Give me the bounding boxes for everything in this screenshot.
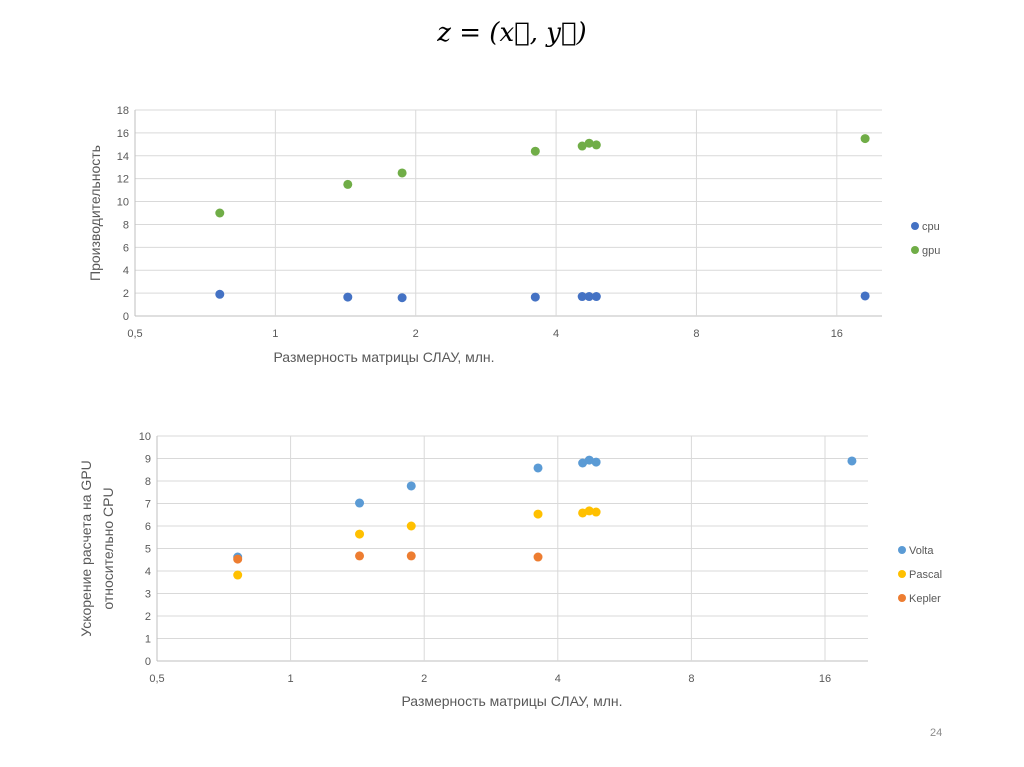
chart2-y-tick-label: 0 (145, 656, 151, 668)
chart1-point-cpu (591, 292, 601, 302)
chart2-point-volta (533, 463, 543, 473)
chart2-y-tick-label: 10 (139, 431, 151, 443)
chart2-y-axis-title: Ускорение расчета на GPU (78, 460, 94, 637)
chart1-x-tick-label: 1 (272, 328, 278, 340)
chart2-y-tick-label: 8 (145, 476, 151, 488)
chart2-legend-label-kepler: Kepler (909, 593, 941, 605)
chart1-y-tick-label: 12 (117, 174, 129, 186)
chart1-y-tick-label: 16 (117, 128, 129, 140)
chart2-point-pascal (591, 507, 601, 517)
chart2-x-tick-label: 0,5 (149, 673, 164, 685)
chart2-legend-label-volta: Volta (909, 545, 934, 557)
slide-title: z = (x⃗, y⃗) (437, 18, 587, 48)
chart1-point-cpu (584, 292, 594, 302)
chart1-x-tick-label: 2 (413, 328, 419, 340)
chart2-y-tick-label: 7 (145, 499, 151, 511)
chart1-point-gpu (343, 179, 353, 189)
chart2-y-tick-label: 3 (145, 589, 151, 601)
chart1-point-cpu (530, 292, 540, 302)
chart1-y-tick-label: 10 (117, 197, 129, 209)
chart2-point-volta (584, 455, 594, 465)
chart2-point-pascal (584, 506, 594, 516)
chart1-x-tick-label: 4 (553, 328, 559, 340)
chart1-point-gpu (577, 141, 587, 151)
chart1-y-tick-label: 2 (123, 288, 129, 300)
chart2-y-tick-label: 9 (145, 454, 151, 466)
chart2-point-pascal (533, 509, 543, 519)
chart2-x-tick-label: 8 (688, 673, 694, 685)
chart2-x-tick-label: 16 (819, 673, 831, 685)
chart2-y-tick-label: 5 (145, 544, 151, 556)
chart1-point-gpu (591, 140, 601, 150)
chart1-legend-label-gpu: gpu (922, 245, 940, 257)
chart2-x-tick-label: 2 (421, 673, 427, 685)
chart1-point-cpu (397, 293, 407, 303)
chart1-x-tick-label: 16 (831, 328, 843, 340)
chart1-point-gpu (860, 134, 870, 144)
chart1-point-gpu (584, 138, 594, 148)
chart2-legend-marker-volta (898, 546, 906, 554)
chart1-point-cpu (215, 289, 225, 299)
chart2-point-kepler (406, 551, 416, 561)
chart2-point-kepler (233, 554, 243, 564)
chart1-y-tick-label: 18 (117, 105, 129, 117)
chart1-y-tick-label: 0 (123, 311, 129, 323)
chart2-x-axis-title: Размерность матрицы СЛАУ, млн. (401, 693, 622, 709)
chart2-y-tick-label: 2 (145, 611, 151, 623)
chart2-point-volta (355, 498, 365, 508)
chart2-point-pascal (355, 529, 365, 539)
chart2-point-volta (591, 457, 601, 467)
chart1-y-tick-label: 8 (123, 219, 129, 231)
chart2-y-tick-label: 6 (145, 521, 151, 533)
chart2-point-kepler (533, 552, 543, 562)
chart2-point-kepler (355, 551, 365, 561)
chart1-x-tick-label: 8 (693, 328, 699, 340)
chart1-y-tick-label: 4 (123, 265, 129, 277)
chart1-legend-marker-gpu (911, 246, 919, 254)
chart1-legend-label-cpu: cpu (922, 221, 940, 233)
slide-number: 24 (930, 727, 943, 739)
chart2-y-tick-label: 4 (145, 566, 151, 578)
chart1-x-tick-label: 0,5 (127, 328, 142, 340)
chart1-legend-marker-cpu (911, 222, 919, 230)
chart2-legend-label-pascal: Pascal (909, 569, 942, 581)
chart2-legend-marker-kepler (898, 594, 906, 602)
chart2-point-pascal (406, 521, 416, 531)
chart1-x-axis-title: Размерность матрицы СЛАУ, млн. (273, 349, 494, 365)
chart1-point-gpu (397, 168, 407, 178)
chart1-point-gpu (530, 146, 540, 156)
chart1-y-tick-label: 6 (123, 242, 129, 254)
chart1-point-cpu (577, 292, 587, 302)
chart1-y-axis-title: Производительность (87, 145, 103, 281)
chart2-x-tick-label: 4 (555, 673, 561, 685)
chart2-point-volta (847, 456, 857, 466)
chart2-point-pascal (233, 570, 243, 580)
chart2-y-tick-label: 1 (145, 634, 151, 646)
chart2-point-volta (406, 481, 416, 491)
chart2-x-tick-label: 1 (288, 673, 294, 685)
chart2-y-axis-title: относительно CPU (100, 487, 116, 609)
chart1-y-tick-label: 14 (117, 151, 129, 163)
chart2-legend-marker-pascal (898, 570, 906, 578)
chart1-point-cpu (860, 291, 870, 301)
chart1-point-gpu (215, 208, 225, 218)
chart1-point-cpu (343, 292, 353, 302)
